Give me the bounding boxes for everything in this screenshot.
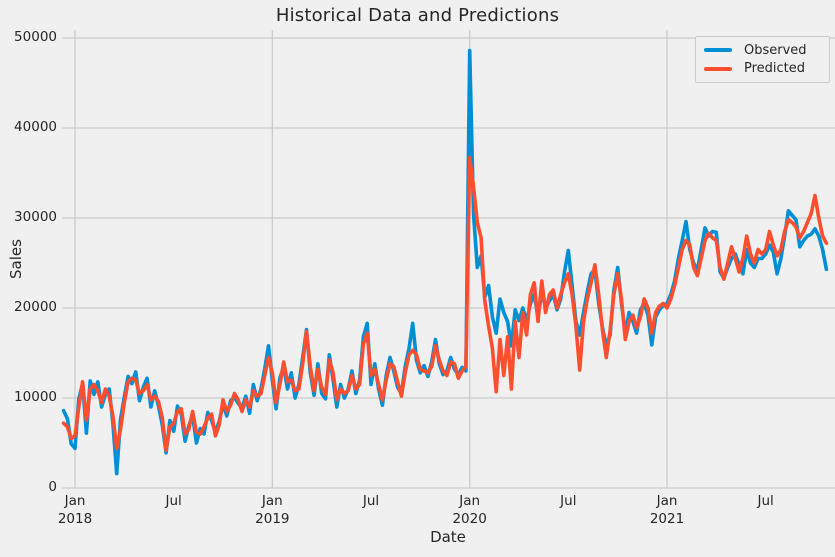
legend-item-observed: Observed: [704, 43, 821, 58]
y-tick-label: 0: [48, 479, 57, 495]
x-tick-label: Jul: [757, 493, 774, 509]
x-axis-label: Date: [430, 528, 466, 546]
x-tick-label: Jul: [560, 493, 577, 509]
x-tick-label: Jan 2020: [452, 493, 487, 527]
legend-label-predicted: Predicted: [744, 61, 806, 77]
x-tick-label: Jan 2021: [649, 493, 685, 527]
x-tick-label: Jul: [165, 493, 182, 509]
y-tick-label: 50000: [14, 29, 57, 45]
y-tick-label: 30000: [14, 209, 57, 225]
predicted-line-swatch: [704, 66, 732, 71]
y-tick-label: 40000: [14, 119, 57, 135]
legend: Observed Predicted: [695, 36, 830, 83]
y-tick-label: 10000: [14, 389, 57, 405]
chart-title: Historical Data and Predictions: [275, 5, 560, 26]
x-tick-label: Jan 2019: [255, 493, 290, 527]
x-tick-label: Jan 2018: [57, 493, 93, 527]
observed-line-swatch: [704, 48, 732, 53]
y-axis-label: Sales: [7, 239, 25, 279]
legend-item-predicted: Predicted: [704, 61, 821, 76]
legend-label-observed: Observed: [744, 42, 807, 58]
y-tick-label: 20000: [14, 299, 57, 315]
series-line-predicted: [61, 155, 829, 453]
x-tick-label: Jul: [362, 493, 380, 509]
